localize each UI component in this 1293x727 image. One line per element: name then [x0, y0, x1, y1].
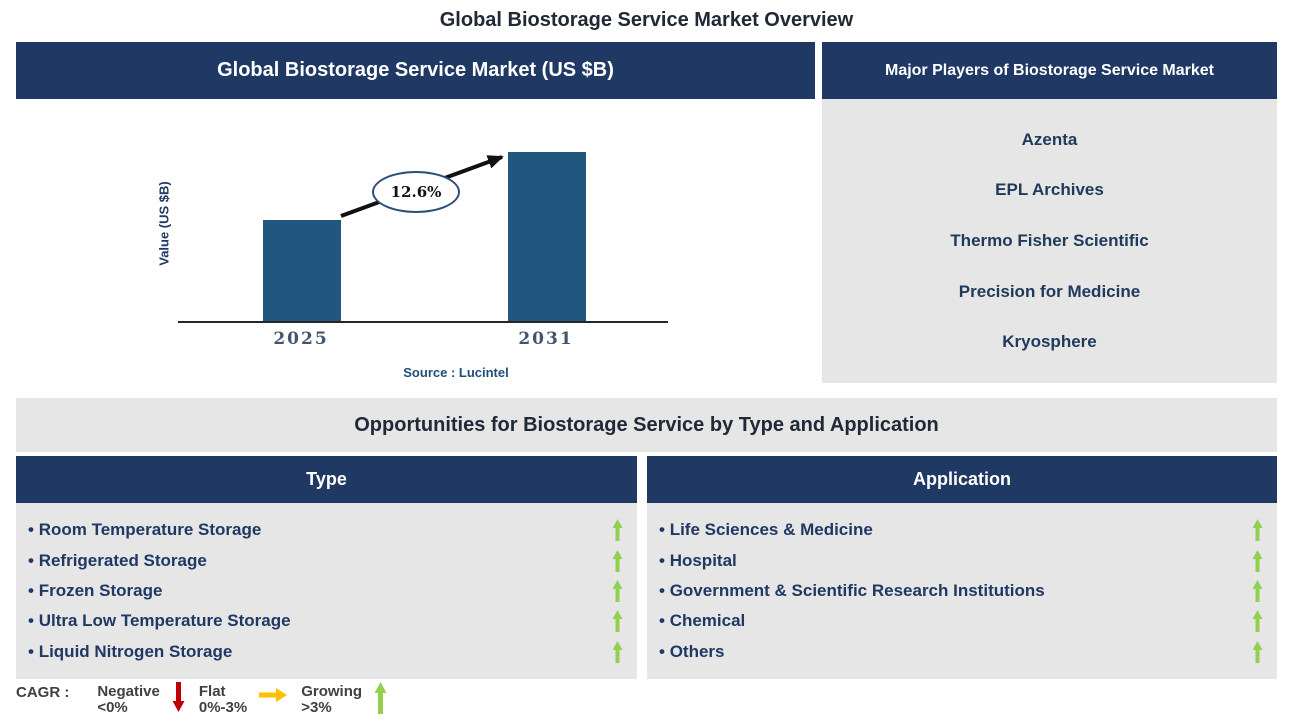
player-name: Kryosphere — [1002, 332, 1097, 352]
top-row: Global Biostorage Service Market (US $B)… — [16, 42, 1277, 390]
growing-up-arrow-icon — [1252, 610, 1263, 633]
opportunities-band: Opportunities for Biostorage Service by … — [16, 398, 1277, 452]
x-tick-2025: 2025 — [273, 329, 329, 349]
bar-chart: Value (US $B) 12.6% — [16, 99, 815, 390]
application-column: Application Life Sciences & Medicine Hos… — [647, 456, 1277, 679]
growing-up-arrow-icon — [612, 519, 623, 542]
application-item-label: Hospital — [659, 551, 737, 571]
market-chart-panel-title: Global Biostorage Service Market (US $B) — [16, 42, 815, 99]
negative-down-arrow-icon — [172, 682, 185, 712]
chart-plot-area — [178, 101, 668, 321]
cagr-value: 12.6% — [390, 183, 442, 201]
list-item: Ultra Low Temperature Storage — [28, 610, 623, 633]
type-item-label: Liquid Nitrogen Storage — [28, 642, 233, 662]
growing-up-arrow-icon — [612, 549, 623, 572]
x-axis-line — [178, 321, 668, 323]
type-list: Room Temperature Storage Refrigerated St… — [16, 503, 637, 679]
market-chart-panel: Global Biostorage Service Market (US $B)… — [16, 42, 815, 390]
list-item: Others — [659, 640, 1263, 663]
legend-entry-name: Growing — [301, 683, 363, 700]
type-item-label: Frozen Storage — [28, 581, 163, 601]
cagr-legend-label: CAGR : — [16, 684, 70, 701]
legend-entry-range: 0%-3% — [198, 699, 248, 716]
list-item: Life Sciences & Medicine — [659, 519, 1263, 542]
bar-2025 — [263, 220, 341, 321]
columns-row: Type Room Temperature Storage Refrigerat… — [16, 456, 1277, 679]
type-column: Type Room Temperature Storage Refrigerat… — [16, 456, 637, 679]
chart-source: Source : Lucintel — [403, 365, 509, 380]
legend-entry-text: Flat 0%-3% — [199, 682, 247, 716]
type-column-header: Type — [16, 456, 637, 503]
player-name: EPL Archives — [995, 180, 1104, 200]
application-item-label: Chemical — [659, 611, 746, 631]
application-item-label: Government & Scientific Research Institu… — [659, 581, 1045, 601]
list-item: Frozen Storage — [28, 579, 623, 602]
growing-up-arrow-icon — [612, 579, 623, 602]
list-item: Government & Scientific Research Institu… — [659, 579, 1263, 602]
type-item-label: Ultra Low Temperature Storage — [28, 611, 291, 631]
growing-up-arrow-icon — [1252, 579, 1263, 602]
player-name: Azenta — [1021, 129, 1078, 149]
list-item: Refrigerated Storage — [28, 549, 623, 572]
legend-entry-text: Growing >3% — [301, 682, 362, 716]
application-list: Life Sciences & Medicine Hospital Govern… — [647, 503, 1277, 679]
page-title: Global Biostorage Service Market Overvie… — [439, 9, 854, 31]
legend-entry-flat: Flat 0%-3% — [199, 682, 301, 716]
application-column-header: Application — [647, 456, 1277, 503]
player-name: Thermo Fisher Scientific — [950, 230, 1149, 250]
cagr-legend: CAGR : Negative <0% Flat 0%-3% Growing >… — [16, 682, 401, 716]
application-item-label: Life Sciences & Medicine — [659, 520, 873, 540]
legend-entry-negative: Negative <0% — [97, 682, 199, 716]
growing-up-arrow-icon — [1252, 549, 1263, 572]
legend-entry-text: Negative <0% — [97, 682, 160, 716]
growing-up-arrow-icon — [612, 640, 623, 663]
major-players-list: Azenta EPL Archives Thermo Fisher Scient… — [822, 99, 1277, 383]
bar-2031 — [508, 152, 586, 321]
major-players-panel-title: Major Players of Biostorage Service Mark… — [822, 42, 1277, 99]
x-tick-2031: 2031 — [518, 329, 574, 349]
y-axis-label: Value (US $B) — [156, 181, 172, 266]
major-players-panel: Major Players of Biostorage Service Mark… — [822, 42, 1277, 383]
growing-up-arrow-icon — [612, 610, 623, 633]
legend-entry-growing: Growing >3% — [301, 682, 401, 716]
cagr-callout-ellipse: 12.6% — [372, 171, 460, 213]
application-item-label: Others — [659, 642, 725, 662]
player-name: Precision for Medicine — [958, 281, 1141, 301]
legend-entry-name: Negative — [97, 683, 160, 700]
growing-up-arrow-icon — [1252, 519, 1263, 542]
legend-entry-range: >3% — [301, 699, 332, 716]
list-item: Room Temperature Storage — [28, 519, 623, 542]
list-item: Hospital — [659, 549, 1263, 572]
list-item: Liquid Nitrogen Storage — [28, 640, 623, 663]
growing-up-arrow-icon — [1252, 640, 1263, 663]
legend-entry-range: <0% — [97, 699, 128, 716]
list-item: Chemical — [659, 610, 1263, 633]
growing-up-arrow-icon — [374, 682, 387, 714]
type-item-label: Room Temperature Storage — [28, 520, 262, 540]
type-item-label: Refrigerated Storage — [28, 551, 207, 571]
flat-right-arrow-icon — [259, 687, 288, 703]
opportunities-title: Opportunities for Biostorage Service by … — [354, 413, 939, 436]
legend-entry-name: Flat — [198, 683, 226, 700]
